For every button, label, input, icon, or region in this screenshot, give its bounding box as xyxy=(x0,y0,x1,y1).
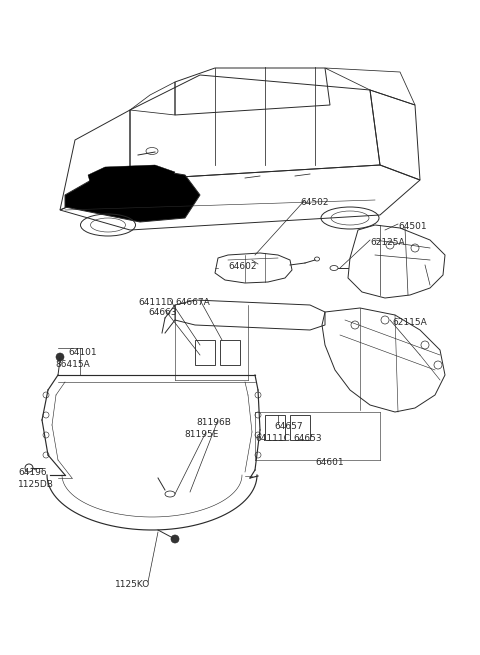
Text: 64601: 64601 xyxy=(315,458,344,467)
Polygon shape xyxy=(88,165,175,190)
Text: 64502: 64502 xyxy=(300,198,328,207)
Text: 62115A: 62115A xyxy=(392,318,427,327)
Text: 1125KO: 1125KO xyxy=(115,580,150,589)
Text: 64602: 64602 xyxy=(228,262,256,271)
Text: 64667A: 64667A xyxy=(175,298,210,307)
Text: 64653: 64653 xyxy=(293,434,322,443)
Text: 64657: 64657 xyxy=(274,422,302,431)
Text: 1125DB: 1125DB xyxy=(18,480,54,489)
Text: 64111D: 64111D xyxy=(138,298,173,307)
Text: 81196B: 81196B xyxy=(196,418,231,427)
Circle shape xyxy=(171,535,179,543)
Text: 86415A: 86415A xyxy=(55,360,90,369)
Circle shape xyxy=(56,353,64,361)
Text: 64111C: 64111C xyxy=(255,434,290,443)
Text: 64501: 64501 xyxy=(398,222,427,231)
Text: 64196: 64196 xyxy=(18,468,47,477)
Text: 64663: 64663 xyxy=(148,308,177,317)
Polygon shape xyxy=(65,170,200,222)
Text: 81195E: 81195E xyxy=(184,430,218,439)
Text: 64101: 64101 xyxy=(68,348,96,357)
Text: 62125A: 62125A xyxy=(370,238,405,247)
